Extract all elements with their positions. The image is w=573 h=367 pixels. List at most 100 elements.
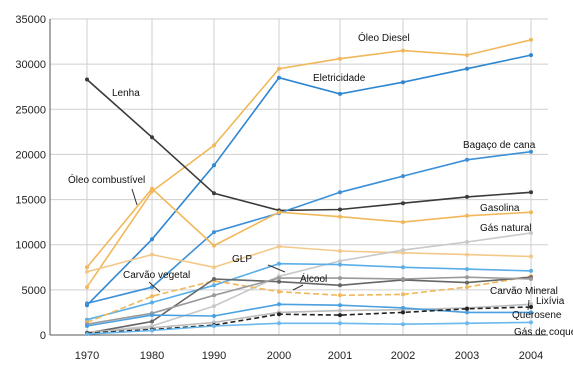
- data-point: [338, 283, 342, 288]
- data-point: [150, 252, 154, 257]
- data-point: [150, 328, 154, 333]
- series-gas-de-coqueria: [85, 305, 533, 336]
- data-point: [529, 254, 533, 259]
- data-point: [401, 310, 405, 315]
- data-point: [277, 312, 281, 317]
- data-point: [338, 214, 342, 219]
- series-line: [86, 54, 532, 306]
- data-point: [212, 324, 216, 328]
- data-point: [338, 262, 342, 267]
- data-point: [277, 261, 281, 266]
- data-point: [338, 56, 342, 61]
- data-point: [401, 201, 405, 206]
- series-label: Bagaço de cana: [463, 140, 536, 151]
- data-point: [401, 265, 405, 270]
- data-point: [277, 244, 281, 249]
- data-point: [529, 53, 533, 58]
- x-tick-label: 2000: [267, 350, 291, 362]
- data-point: [401, 174, 405, 179]
- data-point: [465, 267, 469, 272]
- series-line: [86, 262, 532, 321]
- series-lines: [85, 37, 533, 337]
- data-point: [212, 191, 216, 196]
- data-point: [277, 66, 281, 71]
- data-point: [465, 66, 469, 71]
- series-label: Eletricidade: [313, 73, 366, 84]
- y-tick-label: 35000: [15, 14, 46, 26]
- data-point: [85, 324, 89, 328]
- data-point: [401, 48, 405, 53]
- series-querosene: [85, 302, 533, 328]
- data-point: [338, 313, 342, 318]
- series-labels: Óleo Diesel Eletricidade Lenha Bagaço de ca…: [68, 31, 573, 338]
- data-point: [212, 304, 216, 309]
- x-tick-label: 2003: [455, 350, 479, 362]
- data-point: [465, 53, 469, 58]
- data-point: [529, 149, 533, 154]
- series-line: [86, 187, 532, 268]
- data-point: [150, 319, 154, 324]
- data-point: [465, 252, 469, 257]
- data-point: [338, 190, 342, 195]
- data-point: [465, 321, 469, 326]
- data-point: [150, 186, 154, 191]
- series-line: [86, 39, 532, 288]
- data-point: [401, 220, 405, 225]
- data-point: [338, 293, 342, 298]
- series-label: Gás de coqueria: [514, 327, 573, 338]
- data-point: [277, 302, 281, 307]
- data-point: [212, 314, 216, 318]
- series-label: Lenha: [112, 88, 140, 99]
- series-eletricidade: [85, 53, 533, 308]
- data-point: [465, 240, 469, 244]
- x-tick-label: 2004: [519, 350, 543, 362]
- data-point: [529, 37, 533, 42]
- x-tick-label: 1990: [202, 350, 226, 362]
- data-point: [338, 91, 342, 96]
- data-point: [212, 243, 216, 248]
- data-point: [465, 157, 469, 162]
- data-point: [338, 259, 342, 263]
- data-point: [212, 163, 216, 168]
- series-line: [86, 275, 532, 324]
- data-point: [212, 293, 216, 298]
- x-tick-label: 1980: [140, 350, 164, 362]
- axes: 0 5000 10000 15000 20000 25000 30000 35000 1970 1…: [15, 14, 548, 362]
- data-point: [277, 289, 281, 294]
- data-point: [465, 275, 469, 280]
- series-line: [86, 232, 532, 334]
- data-point: [277, 75, 281, 80]
- data-point: [212, 143, 216, 148]
- series-line: [86, 303, 532, 334]
- data-point: [338, 308, 342, 313]
- x-tick-label: 1970: [75, 350, 99, 362]
- data-point: [465, 310, 469, 315]
- series-label: Álcool: [300, 272, 327, 285]
- data-point: [85, 269, 89, 274]
- label-leader-line: [267, 264, 286, 273]
- y-tick-label: 0: [40, 330, 46, 342]
- series-line: [86, 303, 531, 327]
- data-point: [85, 332, 89, 337]
- series-lenha: [85, 77, 533, 213]
- data-point: [465, 280, 469, 285]
- data-point: [401, 292, 405, 297]
- x-tick-label: 2002: [391, 350, 415, 362]
- data-point: [150, 313, 154, 318]
- series-gasolina: [85, 244, 533, 274]
- y-tick-label: 15000: [15, 195, 46, 207]
- data-point: [529, 268, 533, 273]
- data-point: [465, 285, 469, 290]
- series-glp: [85, 261, 533, 322]
- series-line: [86, 78, 532, 212]
- series-line: [86, 245, 532, 273]
- data-point: [465, 194, 469, 199]
- y-tick-label: 25000: [15, 104, 46, 116]
- data-point: [338, 207, 342, 212]
- series-label: Óleo combustível: [68, 173, 145, 186]
- series-line: [86, 276, 532, 325]
- series-line: [86, 306, 532, 334]
- data-point: [85, 77, 89, 82]
- data-point: [85, 285, 89, 290]
